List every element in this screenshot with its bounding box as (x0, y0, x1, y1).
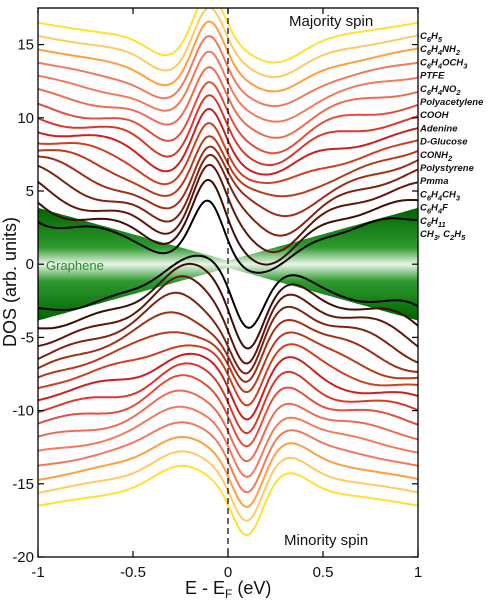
dos-curve-minority-9 (38, 343, 418, 407)
y-tick-label-0: -20 (12, 549, 34, 566)
legend-label-14: C6H11 (420, 216, 446, 229)
legend-label-3: PTFE (420, 71, 445, 82)
dos-curve-majority-3 (38, 35, 418, 108)
dos-curve-minority-2 (38, 436, 418, 508)
legend-label-12: C6H4CH3 (420, 189, 461, 202)
dos-curve-minority-10 (38, 331, 418, 394)
legend-label-6: COOH (420, 110, 450, 121)
x-axis-title-unit: (eV) (232, 578, 271, 598)
x-tick-label-4: 1 (414, 564, 422, 581)
dos-curve-majority-1 (38, 8, 418, 78)
legend-label-0: C6H5 (420, 31, 443, 44)
legend-label-1: C6H4NH2 (420, 44, 461, 57)
dos-curve-majority-7 (38, 94, 418, 166)
dos-curve-minority-0 (38, 464, 418, 537)
dos-curve-minority-11 (38, 311, 418, 383)
dos-curve-majority-5 (38, 66, 418, 139)
legend-label-4: C6H4NO2 (420, 84, 461, 97)
legend-label-13: C6H4F (420, 203, 448, 216)
graphene-label: Graphene (46, 258, 104, 273)
y-tick-label-2: -10 (12, 403, 34, 420)
dos-curve-majority-13 (38, 163, 418, 254)
dos-curve-minority-6 (38, 374, 418, 448)
x-tick-label-3: 0.5 (313, 564, 334, 581)
y-tick-label-5: 5 (26, 183, 34, 200)
legend-label-10: Polystyrene (420, 163, 475, 174)
y-axis-title: DOS (arb. units) (0, 217, 20, 347)
x-axis-title-sub: F (225, 587, 232, 601)
legend-label-11: Pmma (420, 176, 449, 187)
axes-layer: -1 -0.5 0 0.5 1 -20 -15 -10 -5 0 5 10 15 (12, 7, 422, 581)
majority-spin-label: Majority spin (289, 13, 373, 30)
legend-label-5: Polyacetylene (420, 97, 484, 108)
dos-curve-minority-8 (38, 352, 418, 421)
x-tick-label-0: -1 (31, 564, 44, 581)
y-tick-label-6: 10 (17, 110, 34, 127)
legend-label-8: D-Glucose (420, 137, 468, 148)
y-tick-label-7: 15 (17, 37, 34, 54)
y-tick-label-3: -5 (21, 329, 34, 346)
dos-curve-minority-4 (38, 405, 418, 478)
legend-label-2: C6H4OCH3 (420, 57, 468, 70)
x-tick-label-1: -0.5 (120, 564, 146, 581)
x-axis-title: E - EF (eV) (185, 578, 271, 601)
y-tick-label-4: 0 (26, 256, 34, 273)
graphene-fill-layer (38, 207, 418, 321)
minority-spin-label: Minority spin (284, 532, 368, 549)
graphene-dos-area (38, 207, 418, 321)
legend-label-15: CH3, C2H5 (420, 229, 466, 242)
dos-curve-minority-12 (38, 291, 418, 375)
legend-label-9: CONH2 (420, 150, 453, 163)
x-tick-label-2: 0 (224, 564, 232, 581)
y-tick-label-1: -15 (12, 476, 34, 493)
legend-label-7: Adenine (419, 123, 458, 134)
